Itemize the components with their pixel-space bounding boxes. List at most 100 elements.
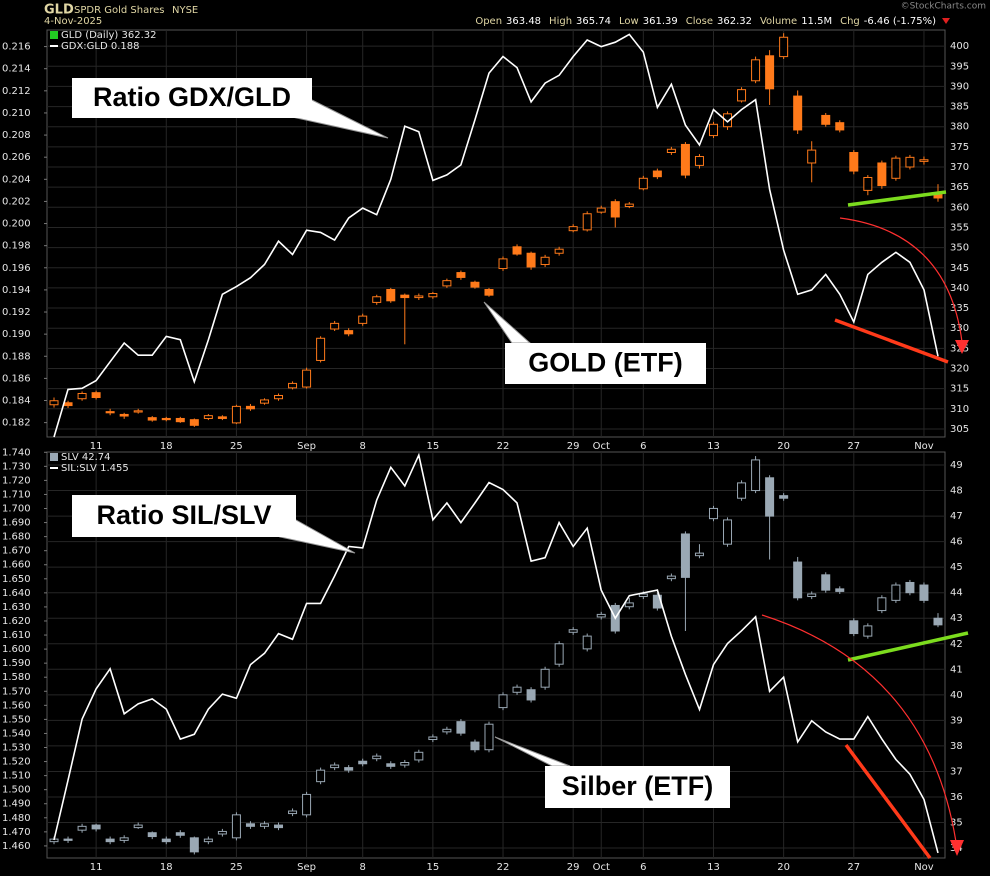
y-tick-label: 0.204 bbox=[2, 174, 31, 185]
y2-tick-label: 360 bbox=[950, 202, 969, 213]
y-tick-label: 0.212 bbox=[2, 86, 31, 97]
y-tick-label: 0.216 bbox=[2, 42, 31, 53]
candle-body bbox=[807, 593, 817, 598]
y2-tick-label: 49 bbox=[950, 460, 963, 471]
y-tick-label: 0.184 bbox=[2, 396, 31, 407]
y2-tick-label: 41 bbox=[950, 664, 963, 675]
x-tick-label: 11 bbox=[90, 862, 103, 873]
y2-tick-label: 335 bbox=[950, 303, 969, 314]
candle-body bbox=[316, 337, 326, 361]
candle-body bbox=[119, 413, 129, 417]
legend-swatch bbox=[50, 453, 58, 461]
candle-body bbox=[737, 89, 747, 102]
y-tick-label: 0.192 bbox=[2, 307, 31, 318]
candle-body bbox=[344, 767, 354, 771]
candle-body bbox=[386, 763, 396, 767]
arrow-head bbox=[950, 840, 964, 856]
quote-label: Volume bbox=[760, 16, 797, 27]
candle-body bbox=[666, 148, 676, 154]
y-tick-label: 1.530 bbox=[2, 743, 31, 754]
candle-body bbox=[891, 584, 901, 601]
candle-body bbox=[428, 736, 438, 741]
candle-body bbox=[484, 723, 494, 751]
candle-body bbox=[456, 721, 466, 734]
legend-swatch bbox=[50, 31, 58, 39]
candle-body bbox=[203, 838, 213, 843]
y2-tick-label: 39 bbox=[950, 715, 963, 726]
candle-body bbox=[400, 294, 410, 299]
candle-body bbox=[316, 769, 326, 783]
candle-body bbox=[526, 689, 536, 701]
y2-tick-label: 40 bbox=[950, 690, 963, 701]
candle-body bbox=[708, 123, 718, 137]
candle-body bbox=[63, 838, 73, 841]
x-tick-label: Oct bbox=[593, 862, 610, 873]
candle-body bbox=[428, 293, 438, 298]
y2-tick-label: 370 bbox=[950, 162, 969, 173]
y2-tick-label: 320 bbox=[950, 363, 969, 374]
candle-body bbox=[905, 581, 915, 594]
candle-body bbox=[203, 415, 213, 419]
quote-value: 365.74 bbox=[576, 16, 611, 27]
ratio-line bbox=[53, 33, 939, 438]
x-tick-label: 6 bbox=[640, 862, 646, 873]
y2-tick-label: 46 bbox=[950, 537, 963, 548]
y-tick-label: 1.650 bbox=[2, 574, 31, 585]
x-tick-label: 20 bbox=[777, 862, 790, 873]
y-tick-label: 1.610 bbox=[2, 630, 31, 641]
candle-body bbox=[49, 400, 59, 406]
quote-value: 11.5M bbox=[801, 16, 832, 27]
annotation: GOLD (ETF) bbox=[528, 348, 682, 378]
y2-tick-label: 315 bbox=[950, 384, 969, 395]
security-name: SPDR Gold Shares bbox=[74, 5, 164, 16]
candle-body bbox=[849, 152, 859, 172]
y-tick-label: 1.700 bbox=[2, 504, 31, 515]
candle-body bbox=[302, 793, 312, 816]
candle-body bbox=[905, 156, 915, 168]
y2-tick-label: 385 bbox=[950, 102, 969, 113]
quote-value: 361.39 bbox=[643, 16, 678, 27]
candle-body bbox=[793, 95, 803, 131]
quote-value: -6.46 (-1.75%) bbox=[864, 16, 936, 27]
y-tick-label: 1.730 bbox=[2, 461, 31, 472]
candle-body bbox=[694, 156, 704, 166]
y-tick-label: 1.540 bbox=[2, 728, 31, 739]
y2-tick-label: 35 bbox=[950, 818, 963, 829]
candle-body bbox=[274, 394, 284, 400]
x-tick-label: 18 bbox=[160, 862, 173, 873]
y-tick-label: 0.190 bbox=[2, 329, 31, 340]
plots: 3053103153203253303353403453503553603653… bbox=[2, 29, 969, 873]
candle-body bbox=[119, 837, 129, 841]
candle-body bbox=[582, 635, 592, 650]
support-line bbox=[847, 190, 947, 207]
x-tick-label: 22 bbox=[497, 862, 510, 873]
date: 4-Nov-2025 bbox=[44, 16, 102, 27]
candle-body bbox=[498, 258, 508, 270]
quote-label: Low bbox=[619, 16, 639, 27]
y-tick-label: 0.200 bbox=[2, 219, 31, 230]
candle-body bbox=[372, 296, 382, 303]
candle-body bbox=[330, 322, 340, 330]
candle-body bbox=[147, 417, 157, 421]
y2-tick-label: 45 bbox=[950, 562, 963, 573]
candle-body bbox=[751, 459, 761, 492]
candle-body bbox=[652, 170, 662, 178]
candle-body bbox=[63, 402, 73, 407]
candle-body bbox=[779, 36, 789, 58]
candle-body bbox=[554, 248, 564, 254]
callout-box bbox=[72, 78, 312, 118]
candle-body bbox=[498, 694, 508, 709]
quote-label: Close bbox=[686, 16, 713, 27]
x-tick-label: Sep bbox=[297, 441, 316, 452]
candle-body bbox=[526, 252, 536, 268]
candle-body bbox=[596, 207, 606, 213]
candle-body bbox=[189, 419, 199, 426]
y-tick-label: 0.194 bbox=[2, 285, 31, 296]
candle-body bbox=[765, 55, 775, 90]
y-tick-label: 0.214 bbox=[2, 64, 31, 75]
y2-tick-label: 375 bbox=[950, 142, 969, 153]
candle-body bbox=[723, 113, 733, 128]
y-tick-label: 1.590 bbox=[2, 658, 31, 669]
candle-body bbox=[175, 417, 185, 423]
